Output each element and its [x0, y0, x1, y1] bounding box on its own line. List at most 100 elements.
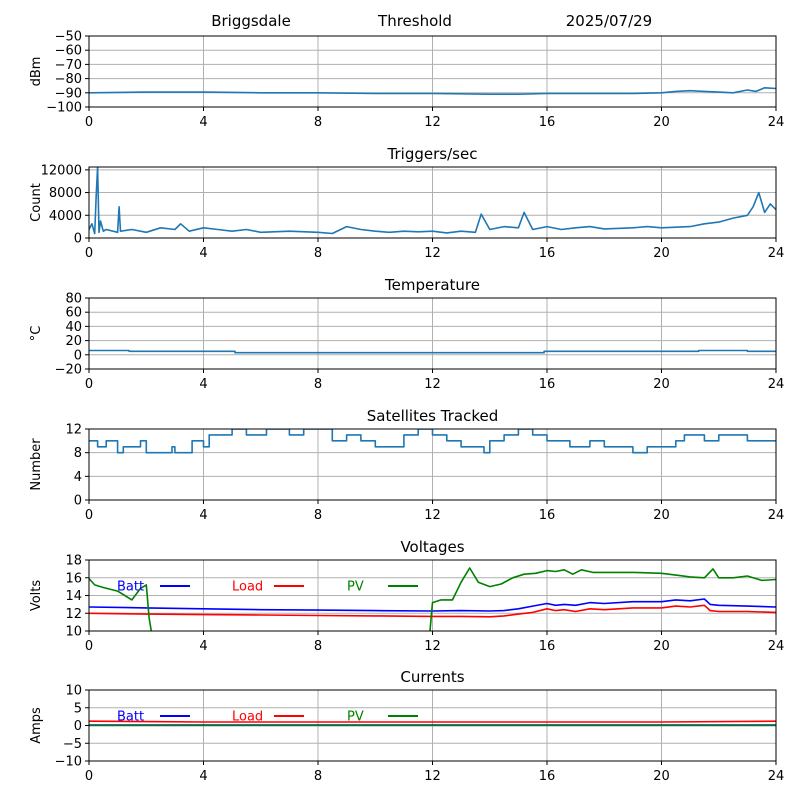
series-line-load	[89, 604, 776, 618]
y-tick-label: 0	[74, 348, 82, 363]
y-tick-label: 40	[65, 320, 82, 335]
y-axis-label: Count	[29, 183, 44, 222]
y-tick-label: 4000	[49, 209, 82, 224]
x-tick-label: 12	[424, 115, 441, 130]
y-tick-label: 18	[65, 554, 82, 569]
series-line-satellites	[89, 429, 776, 454]
y-tick-label: −100	[46, 101, 82, 116]
y-tick-label: 12000	[41, 163, 82, 178]
y-tick-label: −5	[63, 737, 82, 752]
chart-voltages: 0 4 8 12 16 20 24 10 12 14 16 18 Voltages Volts Batt Lo…	[29, 538, 784, 654]
x-tick-label: 8	[314, 377, 322, 392]
y-tick-label: −60	[55, 44, 82, 59]
x-tick-label: 20	[653, 508, 670, 523]
y-tick-label: 5	[74, 701, 82, 716]
chart-title: Temperature	[384, 276, 480, 294]
x-tick-label: 16	[539, 508, 556, 523]
x-tick-label: 16	[539, 115, 556, 130]
x-tick-label: 4	[199, 508, 207, 523]
y-tick-label: 4	[74, 470, 82, 485]
x-tick-label: 0	[85, 115, 93, 130]
chart-title: Voltages	[400, 538, 464, 556]
y-tick-label: 10	[65, 625, 82, 640]
y-tick-label: 20	[65, 334, 82, 349]
chart-title: Triggers/sec	[387, 145, 478, 163]
x-tick-label: 8	[314, 115, 322, 130]
x-tick-label: 20	[653, 115, 670, 130]
x-tick-label: 4	[199, 377, 207, 392]
x-tick-label: 12	[424, 639, 441, 654]
x-tick-label: 8	[314, 639, 322, 654]
series-line-temperature	[89, 349, 776, 354]
chart-currents: 0 4 8 12 16 20 24 −10 −5 0 5 10 Currents Amps Batt Load…	[29, 668, 784, 784]
y-axis-label: dBm	[29, 57, 44, 87]
y-tick-label: −20	[55, 363, 82, 378]
x-tick-label: 4	[199, 639, 207, 654]
y-tick-label: 14	[65, 589, 82, 604]
y-tick-label: −90	[55, 86, 82, 101]
x-tick-label: 12	[424, 508, 441, 523]
legend-label-batt: Batt	[117, 580, 144, 595]
header-date: 2025/07/29	[566, 12, 652, 30]
x-tick-label: 20	[653, 246, 670, 261]
x-tick-label: 0	[85, 377, 93, 392]
y-tick-label: 16	[65, 571, 82, 586]
x-tick-label: 16	[539, 246, 556, 261]
y-tick-label: 0	[74, 232, 82, 247]
series-line-pv	[89, 567, 776, 631]
legend-label-load: Load	[232, 580, 263, 595]
chart-signal: 0 4 8 12 16 20 24 −100−90−80−70−60−50 dBm	[29, 30, 784, 131]
chart-title: Currents	[400, 668, 464, 686]
legend-label-pv: PV	[347, 710, 364, 725]
y-tick-label: 60	[65, 306, 82, 321]
x-tick-label: 20	[653, 377, 670, 392]
x-tick-label: 0	[85, 639, 93, 654]
x-tick-label: 8	[314, 246, 322, 261]
chart-title: Satellites Tracked	[367, 407, 498, 425]
y-axis-label: °C	[29, 326, 44, 342]
x-tick-label: 20	[653, 639, 670, 654]
x-tick-label: 4	[199, 246, 207, 261]
x-tick-label: 16	[539, 377, 556, 392]
y-tick-label: 10	[65, 684, 82, 699]
x-tick-label: 24	[768, 115, 785, 130]
x-tick-label: 0	[85, 769, 93, 784]
header-mode: Threshold	[377, 12, 452, 30]
y-tick-label: −50	[55, 30, 82, 45]
x-tick-label: 16	[539, 769, 556, 784]
chart-satellites: 0 4 8 12 16 20 24 0 4 8 12 Satellites Tracked Number	[29, 407, 784, 523]
y-axis-label: Amps	[29, 707, 44, 744]
y-tick-label: −10	[55, 755, 82, 770]
y-tick-label: 8	[74, 446, 82, 461]
legend-label-load: Load	[232, 710, 263, 725]
x-tick-label: 24	[768, 639, 785, 654]
series-line-triggers	[89, 167, 776, 235]
y-tick-label: 12	[65, 607, 82, 622]
x-tick-label: 0	[85, 246, 93, 261]
y-tick-label: −80	[55, 72, 82, 87]
x-tick-label: 0	[85, 508, 93, 523]
y-tick-label: 0	[74, 719, 82, 734]
x-tick-label: 12	[424, 769, 441, 784]
legend-label-batt: Batt	[117, 710, 144, 725]
x-tick-label: 12	[424, 246, 441, 261]
legend-label-pv: PV	[347, 580, 364, 595]
x-tick-label: 24	[768, 377, 785, 392]
y-axis-label: Number	[29, 438, 44, 491]
y-tick-label: 0	[74, 494, 82, 509]
x-tick-label: 8	[314, 508, 322, 523]
y-axis-label: Volts	[29, 580, 44, 612]
x-tick-label: 16	[539, 639, 556, 654]
series-line-batt	[89, 598, 776, 612]
x-tick-label: 20	[653, 769, 670, 784]
y-tick-label: 8000	[49, 186, 82, 201]
y-tick-label: 12	[65, 423, 82, 438]
header-station: Briggsdale	[211, 12, 291, 30]
x-tick-label: 24	[768, 508, 785, 523]
y-tick-label: 80	[65, 292, 82, 307]
x-tick-label: 24	[768, 246, 785, 261]
series-line-load	[89, 720, 776, 723]
